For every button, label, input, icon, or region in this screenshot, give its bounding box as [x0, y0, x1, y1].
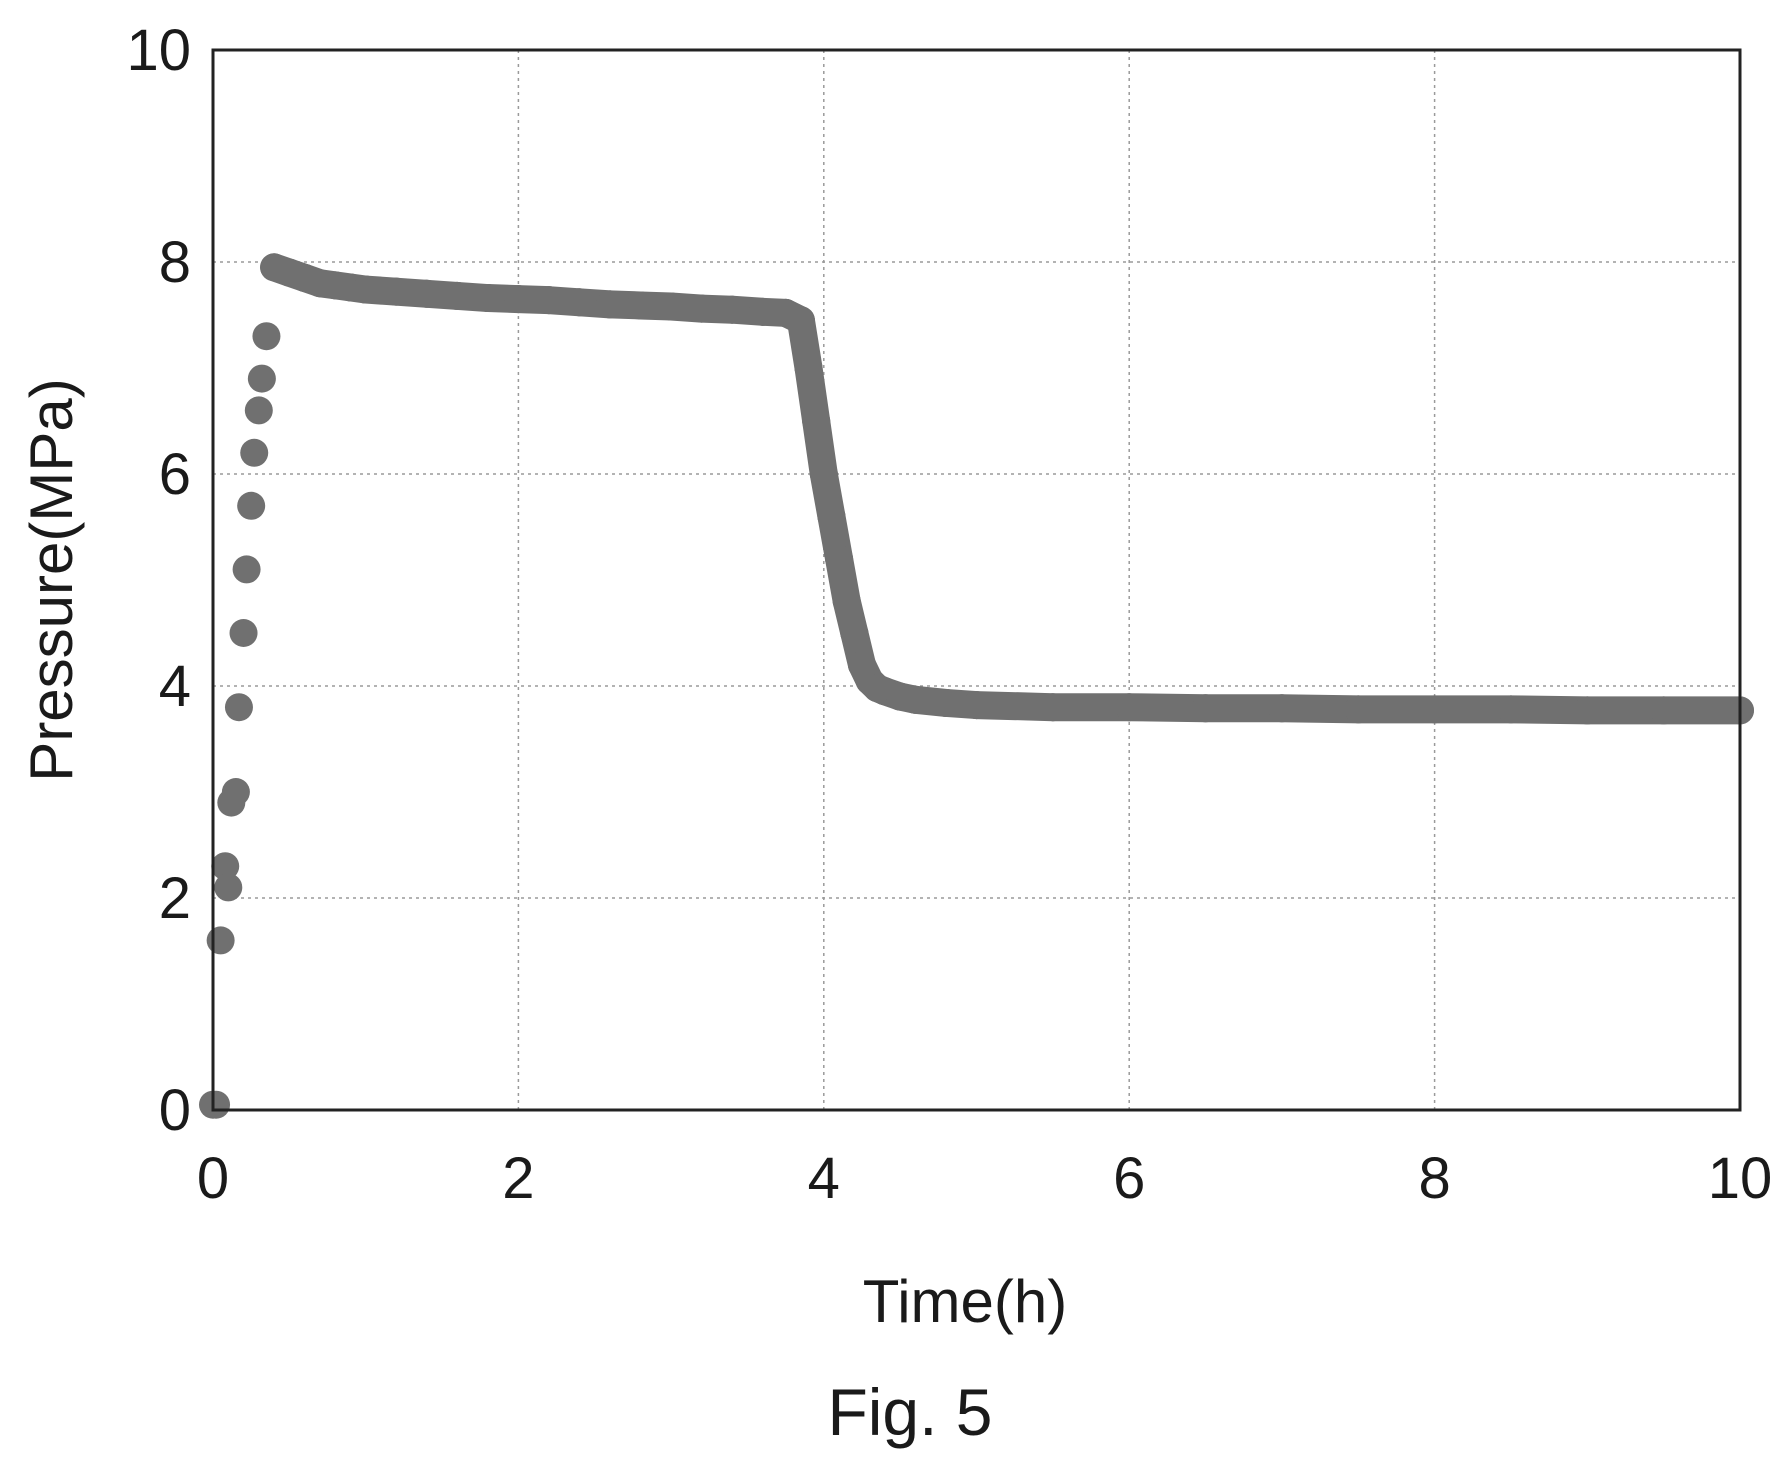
y-tick-label: 10 [126, 18, 191, 83]
y-tick-label: 0 [159, 1078, 191, 1143]
y-axis-label: Pressure(MPa) [18, 378, 85, 781]
data-point [224, 693, 253, 722]
data-point [232, 555, 261, 584]
data-point [240, 438, 269, 467]
y-tick-label: 6 [159, 442, 191, 507]
x-tick-label: 2 [502, 1146, 534, 1211]
figure-caption: Fig. 5 [827, 1375, 992, 1449]
data-point [247, 364, 276, 393]
y-tick-label: 4 [159, 654, 191, 719]
x-tick-label: 6 [1113, 1146, 1145, 1211]
y-tick-label: 2 [159, 866, 191, 931]
x-tick-label: 0 [197, 1146, 229, 1211]
x-tick-label: 4 [808, 1146, 840, 1211]
plot-frame [211, 48, 1742, 1112]
data-point [221, 778, 250, 806]
data-point [237, 491, 266, 520]
data-point [244, 396, 273, 425]
tick-labels: 0 2 4 6 8 10 0 2 4 6 8 10 [126, 18, 1772, 1211]
data-point [214, 873, 243, 902]
y-tick-label: 8 [159, 230, 191, 295]
data-point [211, 852, 240, 881]
grid-lines [212, 49, 1741, 1111]
x-tick-label: 8 [1418, 1146, 1450, 1211]
data-point [206, 926, 235, 955]
data-points [199, 253, 1754, 1119]
data-point [229, 619, 258, 647]
data-point [202, 1090, 231, 1119]
data-point [252, 322, 281, 351]
x-tick-label: 10 [1708, 1146, 1773, 1211]
x-axis-label: Time(h) [863, 1268, 1067, 1335]
